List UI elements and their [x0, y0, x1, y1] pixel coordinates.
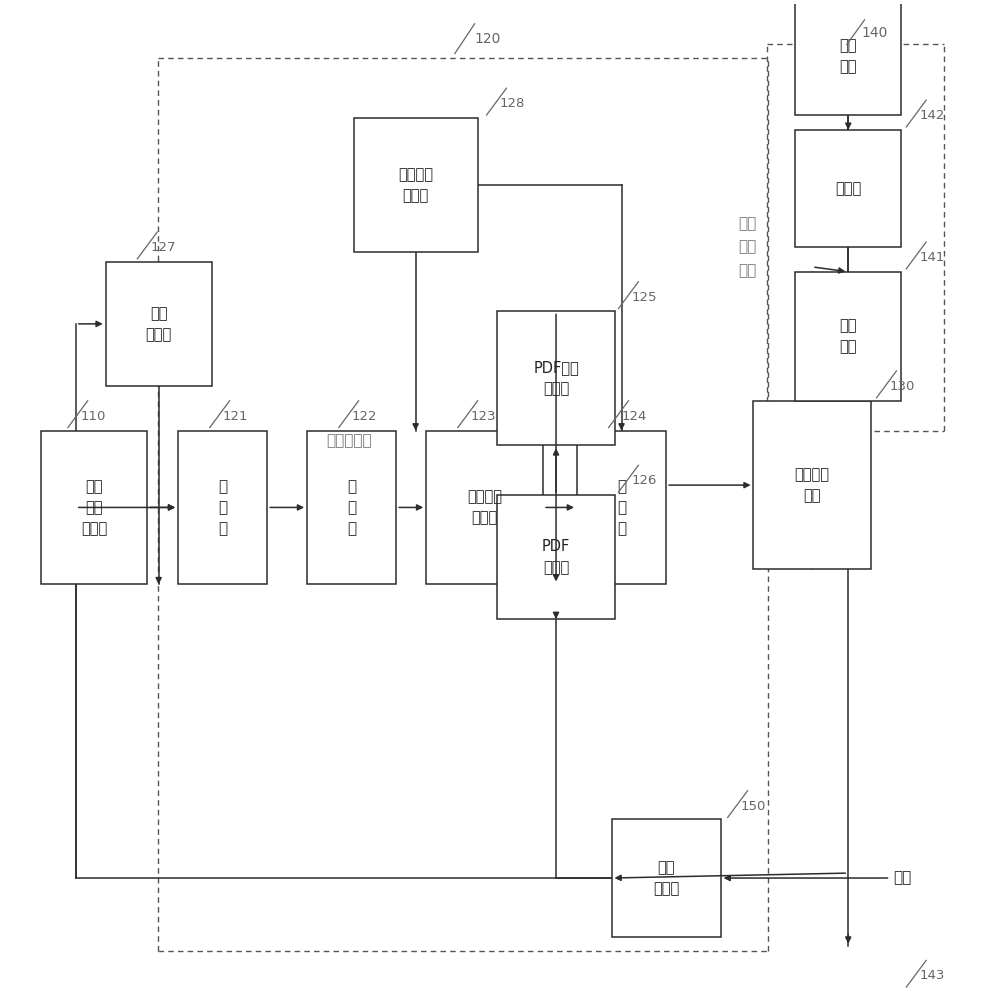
Text: 反馈
跟随器: 反馈 跟随器 — [145, 306, 172, 342]
FancyBboxPatch shape — [497, 495, 614, 619]
Text: 142: 142 — [918, 109, 943, 122]
Text: 127: 127 — [150, 241, 176, 254]
Text: 速度
传感器: 速度 传感器 — [652, 860, 679, 896]
Text: 122: 122 — [351, 410, 377, 423]
FancyBboxPatch shape — [425, 431, 543, 584]
Text: 调速
指令
发生器: 调速 指令 发生器 — [81, 479, 107, 536]
Text: PDF系数
乘法器: PDF系数 乘法器 — [533, 360, 579, 396]
FancyBboxPatch shape — [577, 431, 666, 584]
Text: 141: 141 — [918, 251, 943, 264]
FancyBboxPatch shape — [794, 0, 901, 115]
FancyBboxPatch shape — [611, 819, 720, 937]
Text: 150: 150 — [740, 800, 765, 813]
FancyBboxPatch shape — [41, 431, 147, 584]
Text: 126: 126 — [631, 474, 656, 487]
FancyBboxPatch shape — [794, 272, 901, 401]
Text: 130: 130 — [889, 380, 913, 393]
Text: 123: 123 — [470, 410, 496, 423]
Text: PDF
跟随器: PDF 跟随器 — [542, 539, 570, 575]
Text: 110: 110 — [81, 410, 106, 423]
Text: 联轴节: 联轴节 — [834, 181, 861, 196]
Text: 积分饱和
限制器: 积分饱和 限制器 — [398, 167, 432, 203]
Text: 140: 140 — [861, 26, 887, 40]
Text: 功率驱动
模块: 功率驱动 模块 — [794, 467, 829, 503]
FancyBboxPatch shape — [794, 130, 901, 247]
Text: 减
法
器: 减 法 器 — [616, 479, 625, 536]
Text: 121: 121 — [223, 410, 248, 423]
Text: 力矩
电机: 力矩 电机 — [839, 318, 856, 354]
FancyBboxPatch shape — [497, 311, 614, 445]
FancyBboxPatch shape — [752, 401, 870, 569]
FancyBboxPatch shape — [307, 431, 396, 584]
Text: 调速控制器: 调速控制器 — [325, 433, 371, 448]
Text: 120: 120 — [474, 32, 501, 46]
Text: 机械
负载: 机械 负载 — [839, 38, 856, 74]
Text: 积分系数
乘法器: 积分系数 乘法器 — [466, 489, 502, 525]
Text: 124: 124 — [621, 410, 646, 423]
Text: 128: 128 — [499, 97, 524, 110]
Text: 调速
执行
机构: 调速 执行 机构 — [738, 216, 755, 278]
FancyBboxPatch shape — [105, 262, 212, 386]
Text: 125: 125 — [631, 291, 656, 304]
Text: 速度: 速度 — [893, 871, 911, 886]
FancyBboxPatch shape — [178, 431, 267, 584]
Text: 积
分
器: 积 分 器 — [347, 479, 356, 536]
Text: 比
较
器: 比 较 器 — [218, 479, 227, 536]
FancyBboxPatch shape — [353, 118, 477, 252]
Text: 143: 143 — [918, 969, 943, 982]
